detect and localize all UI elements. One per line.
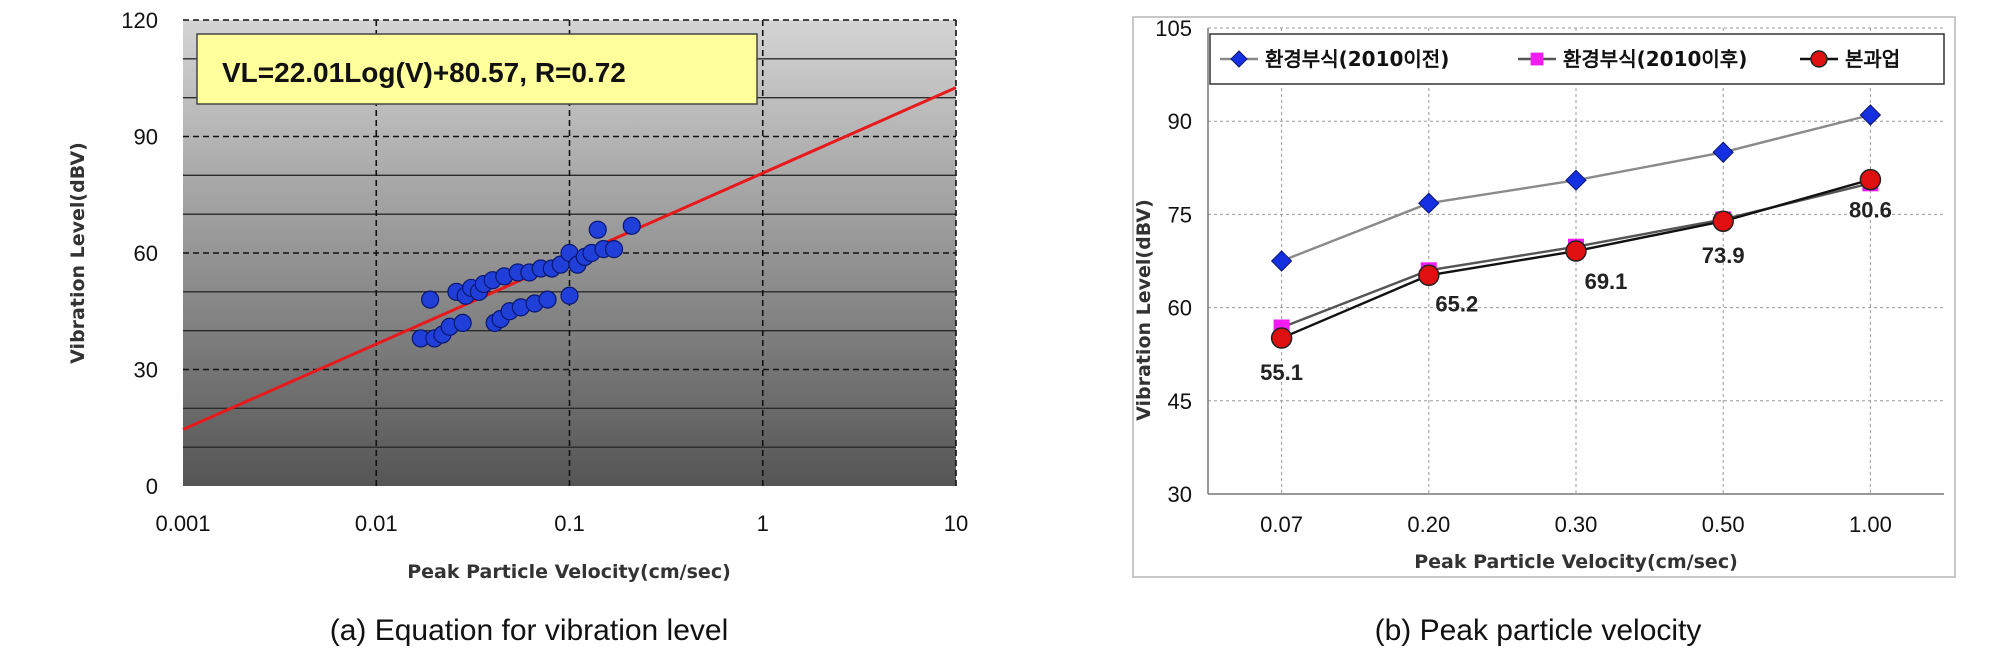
equation-box: VL=22.01Log(V)+80.57, R=0.72	[196, 33, 758, 105]
diamond-marker	[1418, 192, 1440, 214]
circle-marker	[1712, 210, 1734, 232]
y-tick-label: 60	[1168, 296, 1192, 321]
x-tick-labels: 0.001 0.01 0.1 1 10	[155, 511, 968, 536]
circle-marker	[1859, 168, 1882, 191]
x-tick-label: 1	[757, 511, 769, 536]
y-tick-label: 0	[146, 474, 158, 499]
x-tick-label: 0.50	[1702, 512, 1745, 537]
x-tick-label: 0.001	[155, 511, 210, 536]
chart-a: 0 30 60 90 120 0.001 0.01 0.1 1 10 VL=22.01Log(V…	[67, 8, 968, 647]
series	[1270, 168, 1882, 349]
data-label: 69.1	[1585, 269, 1628, 294]
data-label: 65.2	[1435, 291, 1478, 316]
y-tick-labels: 0 30 60 90 120	[121, 8, 158, 499]
diamond-marker	[1565, 169, 1587, 191]
caption-a: (a) Equation for vibration level	[330, 614, 729, 647]
y-tick-label: 105	[1155, 16, 1192, 41]
data-point	[421, 290, 440, 309]
diamond-marker	[1859, 104, 1882, 126]
chart-frame	[1132, 16, 1956, 578]
y-tick-label: 90	[1168, 109, 1192, 134]
data-points	[411, 216, 641, 348]
diamond-marker	[1270, 250, 1293, 272]
data-point	[622, 216, 641, 235]
data-point	[560, 286, 579, 305]
circle-marker	[1565, 240, 1587, 262]
x-tick-label: 1.00	[1849, 512, 1892, 537]
y-axis-label: Vibration Level(dBV)	[67, 142, 89, 364]
legend-label: 환경부식(2010이전)	[1265, 47, 1449, 71]
circle-marker	[1418, 264, 1440, 287]
x-tick-label: 10	[944, 511, 968, 536]
data-point	[604, 240, 624, 259]
legend-label: 환경부식(2010이후)	[1563, 47, 1747, 71]
caption-b: (b) Peak particle velocity	[1375, 614, 1702, 647]
circle-marker	[1270, 327, 1293, 349]
square-marker	[1530, 52, 1544, 66]
y-tick-labels: 30 45 60 75 90 105	[1155, 16, 1192, 507]
equation-text: VL=22.01Log(V)+80.57, R=0.72	[222, 57, 626, 88]
series	[1270, 104, 1882, 272]
x-tick-label: 0.20	[1407, 512, 1450, 537]
y-axis-label: Vibration Level(dBV)	[1133, 199, 1155, 421]
x-axis-label: Peak Particle Velocity(cm/sec)	[1414, 551, 1738, 573]
legend: 환경부식(2010이전) 환경부식(2010이후) 본과업	[1209, 33, 1945, 85]
diamond-marker	[1712, 141, 1734, 163]
data-point	[588, 220, 607, 239]
y-tick-label: 60	[134, 241, 158, 266]
x-tick-label: 0.1	[554, 511, 585, 536]
x-tick-labels: 0.07 0.20 0.30 0.50 1.00	[1260, 512, 1892, 537]
y-tick-label: 30	[134, 358, 158, 383]
y-tick-label: 75	[1168, 202, 1192, 227]
diamond-marker	[1230, 50, 1248, 68]
series-layer	[1270, 104, 1882, 349]
data-point	[538, 290, 557, 309]
data-label: 73.9	[1702, 243, 1745, 268]
data-label: 80.6	[1849, 198, 1892, 223]
x-axis-label: Peak Particle Velocity(cm/sec)	[407, 561, 731, 583]
y-tick-label: 120	[121, 8, 158, 33]
y-tick-label: 30	[1168, 482, 1192, 507]
legend-label: 본과업	[1845, 47, 1900, 71]
data-point	[453, 313, 472, 332]
circle-marker	[1810, 50, 1828, 68]
data-labels: 55.1 65.2 69.1 73.9 80.6	[1260, 198, 1892, 385]
x-tick-label: 0.30	[1555, 512, 1598, 537]
y-tick-label: 90	[134, 125, 158, 150]
y-tick-label: 45	[1168, 389, 1192, 414]
x-tick-label: 0.01	[355, 511, 398, 536]
x-tick-label: 0.07	[1260, 512, 1303, 537]
data-label: 55.1	[1260, 360, 1303, 385]
